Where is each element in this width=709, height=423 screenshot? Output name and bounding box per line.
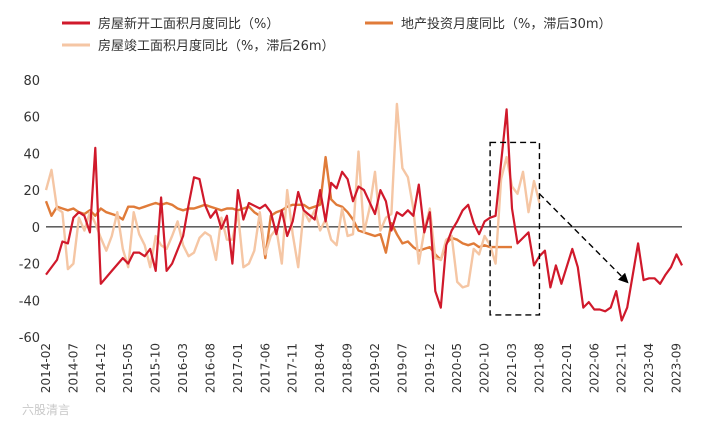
x-tick-label: 2019-02 [368, 343, 382, 393]
series-lines [44, 102, 683, 322]
x-tick-label: 2014-02 [39, 343, 53, 393]
x-tick-label: 2014-12 [94, 343, 108, 393]
x-axis: 2014-02 2014-07 2014-12 2015-05 2015-10 2016-… [39, 343, 684, 393]
x-tick-label: 2015-10 [149, 343, 163, 393]
legend: 房屋新开工面积月度同比（%） 地产投资月度同比（%，滞后30m） 房屋竣工面积月度同… [62, 16, 612, 54]
dashed-box [489, 141, 541, 316]
y-tick-label: 60 [23, 111, 40, 126]
x-tick-label: 2022-06 [587, 343, 601, 393]
y-tick-label: 80 [23, 74, 40, 89]
y-tick-label: -40 [19, 294, 40, 309]
y-axis: -60 -40 -20 0 20 40 60 80 [19, 74, 40, 346]
x-tick-label: 2016-03 [176, 343, 190, 393]
dashed-arrow [538, 193, 629, 284]
x-tick-label: 2017-06 [258, 343, 272, 393]
watermark: 六股清言 [22, 403, 70, 417]
x-tick-label: 2023-09 [670, 343, 684, 393]
x-tick-label: 2022-11 [615, 343, 629, 393]
y-tick-label: -60 [19, 331, 40, 346]
x-tick-label: 2021-08 [532, 343, 546, 393]
x-tick-label: 2018-04 [313, 343, 327, 393]
x-tick-label: 2016-08 [203, 343, 217, 393]
x-tick-label: 2023-04 [642, 343, 656, 393]
x-tick-label: 2018-09 [341, 343, 355, 393]
legend-label-3: 房屋竣工面积月度同比（%，滞后26m） [98, 38, 335, 54]
x-tick-label: 2014-07 [66, 343, 80, 393]
legend-label-1: 房屋新开工面积月度同比（%） [98, 16, 279, 32]
series-line-1 [45, 108, 683, 322]
x-tick-label: 2017-01 [231, 343, 245, 393]
y-tick-label: 40 [23, 147, 40, 162]
x-tick-label: 2021-03 [505, 343, 519, 393]
annotations [489, 141, 629, 316]
x-tick-label: 2015-05 [121, 343, 135, 393]
y-tick-label: 0 [32, 221, 40, 236]
y-tick-label: -20 [19, 258, 40, 273]
x-tick-label: 2022-01 [560, 343, 574, 393]
x-tick-label: 2020-05 [450, 343, 464, 393]
x-tick-label: 2017-11 [286, 343, 300, 393]
x-tick-label: 2019-12 [423, 343, 437, 393]
x-tick-label: 2019-07 [395, 343, 409, 393]
x-tick-label: 2020-10 [478, 343, 492, 393]
y-tick-label: 20 [23, 184, 40, 199]
legend-label-2: 地产投资月度同比（%，滞后30m） [401, 16, 612, 32]
series-line-3 [44, 102, 541, 289]
